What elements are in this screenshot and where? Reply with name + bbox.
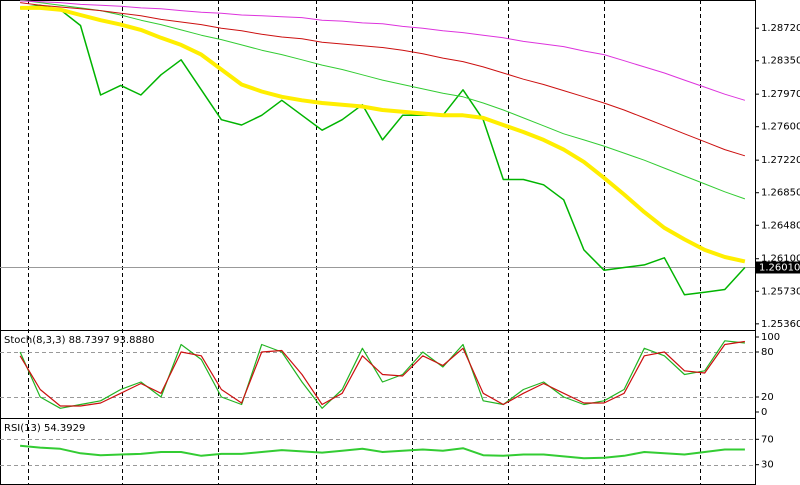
- series-line: [20, 0, 746, 200]
- series-line: [19, 340, 745, 409]
- series-group: [20, 0, 746, 296]
- plot-frame: [0, 0, 756, 485]
- y-tick-label: 1.27600: [761, 122, 800, 133]
- y-tick-label: 1.26480: [761, 220, 800, 231]
- y-tick-label: 70: [761, 434, 774, 445]
- panel-title: Stoch(8,3,3) 88.7397 93.8880: [4, 335, 155, 346]
- y-tick-label: 0: [761, 407, 767, 418]
- series-group: [20, 444, 745, 460]
- y-tick-label: 30: [761, 460, 774, 471]
- y-tick-label: 1.28350: [761, 56, 800, 67]
- y-tick-label: 1.26850: [761, 188, 800, 199]
- series-line: [19, 340, 745, 407]
- y-tick-label: 1.27970: [761, 89, 800, 100]
- series-line: [20, 444, 745, 460]
- current-price-label: 1.26010: [759, 263, 800, 274]
- y-tick-label: 1.25730: [761, 286, 800, 297]
- series-line: [20, 2, 746, 157]
- y-tick-label: 1.27220: [761, 155, 800, 166]
- current-price-box: [756, 261, 800, 274]
- y-tick-label: 1.26100: [761, 254, 800, 265]
- y-tick-label: 1.28720: [761, 23, 800, 34]
- period-separators: [28, 0, 701, 485]
- series-line: [20, 4, 746, 296]
- y-tick-label: 100: [761, 332, 780, 343]
- y-tick-label: 80: [761, 347, 774, 358]
- series-line: [20, 5, 746, 264]
- y-tick-label: 20: [761, 392, 774, 403]
- y-tick-label: 1.25360: [761, 319, 800, 330]
- panel-title: RSI(13) 54.3929: [4, 423, 85, 434]
- series-line: [20, 0, 746, 101]
- series-group: [19, 340, 745, 409]
